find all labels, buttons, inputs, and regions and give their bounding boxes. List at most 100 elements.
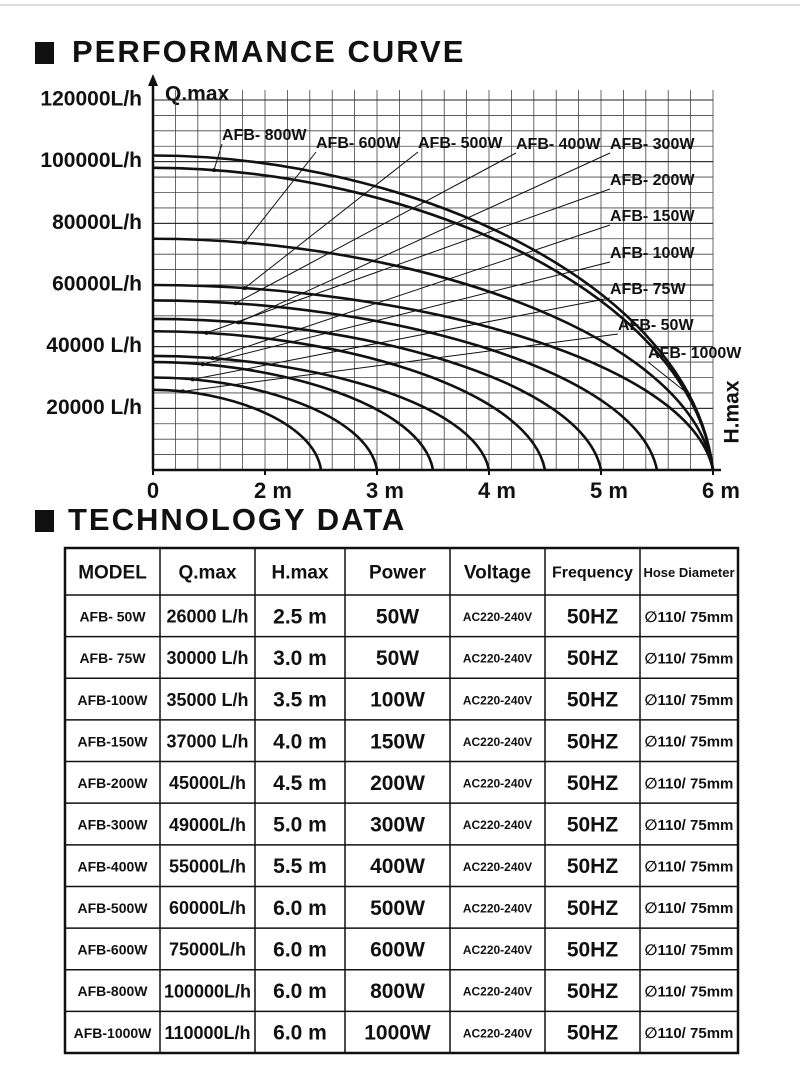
leader-dot — [242, 240, 247, 245]
table-cell: 50HZ — [567, 855, 619, 878]
leader-line — [238, 152, 611, 323]
table-cell: AFB-200W — [77, 775, 148, 791]
pump-curve — [152, 299, 659, 471]
table-cell: 200W — [370, 772, 425, 795]
leader-line — [192, 297, 611, 380]
table-cell: 55000L/h — [169, 856, 246, 876]
table-header: H.max — [271, 563, 328, 584]
leader-line — [647, 361, 690, 396]
table-cell: 50HZ — [567, 980, 619, 1003]
table-header: Power — [369, 563, 427, 584]
table-cell: 37000 L/h — [166, 731, 248, 751]
leader-dot — [233, 301, 238, 306]
table-cell: 30000 L/h — [166, 648, 248, 668]
leader-dot — [242, 286, 247, 291]
leader-line — [212, 224, 611, 359]
table-cell: ∅110/ 75mm — [645, 775, 734, 792]
leader-line — [244, 151, 419, 289]
table-cell: 100000L/h — [164, 981, 251, 1001]
table-cell: 150W — [370, 730, 425, 753]
legend-label: AFB- 800W — [222, 127, 307, 144]
table-cell: 50W — [376, 605, 419, 628]
y-tick-label: 120000L/h — [40, 88, 142, 111]
leader-dot — [211, 168, 216, 173]
table-cell: 26000 L/h — [166, 607, 248, 627]
table-cell: ∅110/ 75mm — [645, 650, 734, 667]
data-table: MODEL Q.max H.max Power Voltage Frequency Hose… — [63, 546, 740, 1055]
table-header: MODEL — [78, 563, 147, 584]
leader-dot — [200, 362, 205, 367]
leader-dot — [210, 356, 215, 361]
x-tick-label: 4 m — [478, 478, 516, 503]
x-tick-label: 2 m — [254, 478, 292, 503]
table-header: Frequency — [552, 565, 633, 582]
y-tick-label: 80000L/h — [52, 211, 142, 234]
table-cell: 50HZ — [567, 730, 619, 753]
legend-label: AFB- 400W — [516, 136, 601, 153]
table-header: Voltage — [464, 563, 531, 584]
table-cell: ∅110/ 75mm — [645, 859, 734, 876]
leader-line — [182, 333, 619, 392]
table-cell: AFB-150W — [77, 733, 148, 749]
table-cell: AFB-300W — [77, 817, 148, 833]
pump-curve — [152, 237, 715, 471]
table-cell: 500W — [370, 897, 425, 920]
leader-line — [244, 151, 317, 243]
table-cell: 6.0 m — [273, 1022, 327, 1045]
x-tick-label: 0 — [147, 478, 159, 503]
y-tick-label: 20000 L/h — [46, 396, 142, 419]
table-cell: ∅110/ 75mm — [645, 900, 734, 917]
table-cell: 400W — [370, 855, 425, 878]
table-cell: 75000L/h — [169, 940, 246, 960]
table-cell: AFB-600W — [77, 942, 148, 958]
table-cell: 50HZ — [567, 605, 619, 628]
table-cell: 600W — [370, 938, 425, 961]
table-cell: AFB-1000W — [74, 1025, 153, 1041]
legend-label: AFB- 150W — [610, 208, 695, 225]
table-cell: AFB- 75W — [79, 650, 146, 666]
chart-title: PERFORMANCE CURVE — [72, 34, 465, 69]
x-tick-label: 3 m — [366, 478, 404, 503]
table-cell: AC220-240V — [463, 735, 532, 749]
table-cell: 45000L/h — [169, 773, 246, 793]
legend-label: AFB- 50W — [618, 317, 694, 334]
leader-line — [235, 152, 517, 304]
table-cell: AFB-500W — [77, 900, 148, 916]
leader-dot — [190, 377, 195, 382]
table-cell: ∅110/ 75mm — [645, 942, 734, 959]
leader-dot — [204, 330, 209, 335]
table-cell: AFB-400W — [77, 858, 148, 874]
table-cell: 50HZ — [567, 772, 619, 795]
x-axis-label: H.max — [721, 380, 744, 443]
table-cell: AFB-100W — [77, 692, 148, 708]
table-cell: 50HZ — [567, 897, 619, 920]
table-cell: 5.5 m — [273, 855, 327, 878]
leader-dot — [180, 389, 185, 394]
table-cell: 50HZ — [567, 814, 619, 837]
section-square — [35, 510, 54, 532]
leader-line — [206, 188, 611, 334]
table-cell: AC220-240V — [463, 1026, 532, 1040]
table-cell: 50HZ — [567, 938, 619, 961]
y-tick-label: 40000 L/h — [46, 334, 142, 357]
table-cell: AFB- 50W — [79, 609, 146, 625]
legend-label: AFB- 75W — [610, 281, 686, 298]
table-cell: 1000W — [364, 1022, 431, 1045]
pump-curve — [152, 329, 547, 471]
legend-label: AFB- 1000W — [648, 345, 742, 362]
table-cell: AC220-240V — [463, 610, 532, 624]
table-cell: 6.0 m — [273, 980, 327, 1003]
legend-label: AFB- 300W — [610, 136, 695, 153]
table-cell: 4.5 m — [273, 772, 327, 795]
table-cell: ∅110/ 75mm — [645, 984, 734, 1001]
table-cell: 5.0 m — [273, 814, 327, 837]
table-cell: 50HZ — [567, 1022, 619, 1045]
legend-label: AFB- 500W — [418, 135, 503, 152]
title-square — [35, 42, 54, 64]
table-cell: 3.5 m — [273, 689, 327, 712]
table-cell: AFB-800W — [77, 983, 148, 999]
table-cell: AC220-240V — [463, 818, 532, 832]
table-cell: ∅110/ 75mm — [645, 734, 734, 751]
section-title: TECHNOLOGY DATA — [68, 502, 406, 537]
